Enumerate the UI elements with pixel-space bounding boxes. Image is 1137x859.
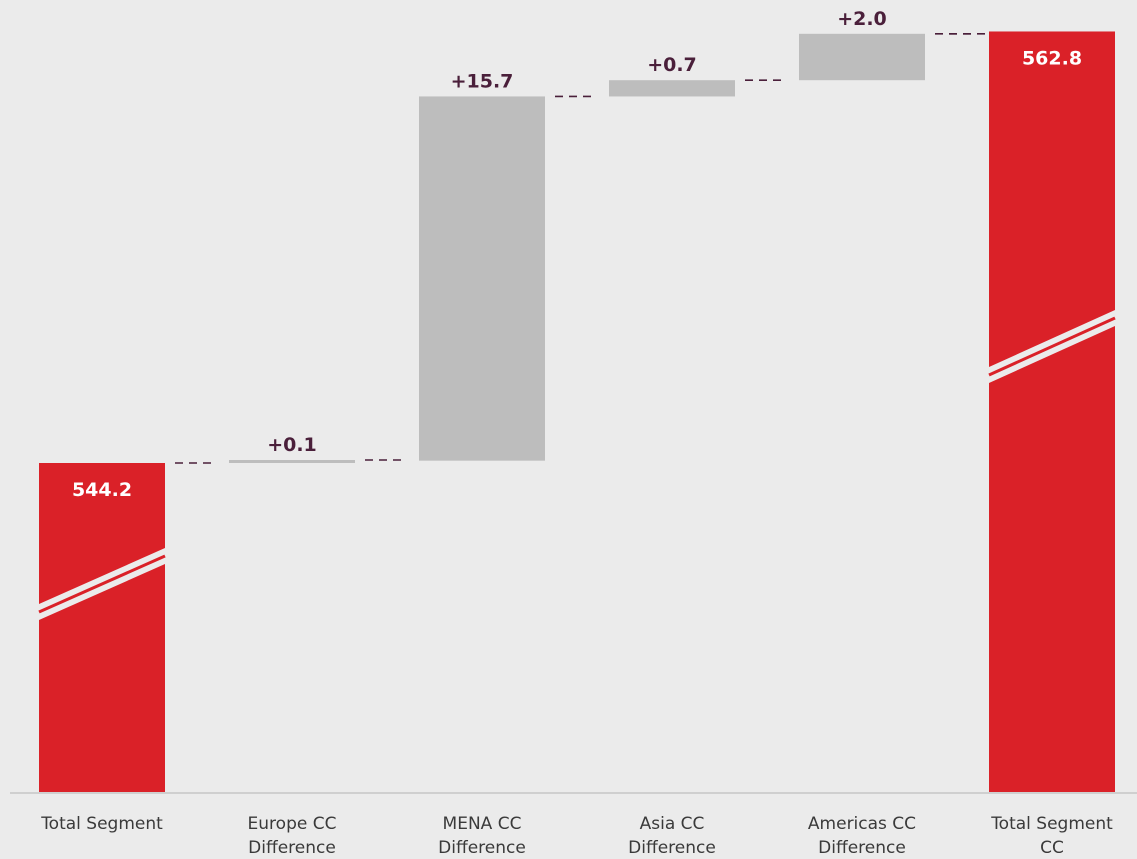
- category-label: Asia CC Difference: [628, 814, 716, 858]
- category-label: Europe CC Difference: [248, 814, 337, 858]
- data-label: 562.8: [1022, 47, 1082, 69]
- total-bar: [989, 31, 1115, 794]
- category-labels: Total Segment Europe CC Difference MENA CC D…: [40, 814, 1113, 858]
- delta-bar: [609, 80, 735, 97]
- data-label: 544.2: [72, 479, 132, 501]
- data-label: +0.1: [267, 434, 317, 456]
- bars-layer: [39, 31, 1115, 794]
- category-label: Americas CC Difference: [808, 814, 916, 858]
- labels-layer: 544.2 +0.1 +15.7 +0.7 +2.0 562.8: [72, 8, 1082, 501]
- data-label: +15.7: [451, 70, 514, 92]
- axis-break-line: [988, 316, 1116, 377]
- category-label: Total Segment CC: [990, 814, 1113, 858]
- category-label: Total Segment: [40, 814, 163, 834]
- category-label: MENA CC Difference: [438, 814, 526, 858]
- data-label: +0.7: [647, 54, 697, 76]
- delta-bar: [229, 460, 355, 463]
- delta-bar: [419, 96, 545, 461]
- data-label: +2.0: [837, 8, 887, 30]
- axis-break-marks: [38, 310, 1116, 620]
- delta-bar: [799, 33, 925, 81]
- total-bar: [39, 463, 165, 793]
- connectors-layer: [175, 32, 989, 464]
- axis-break-line: [38, 554, 166, 614]
